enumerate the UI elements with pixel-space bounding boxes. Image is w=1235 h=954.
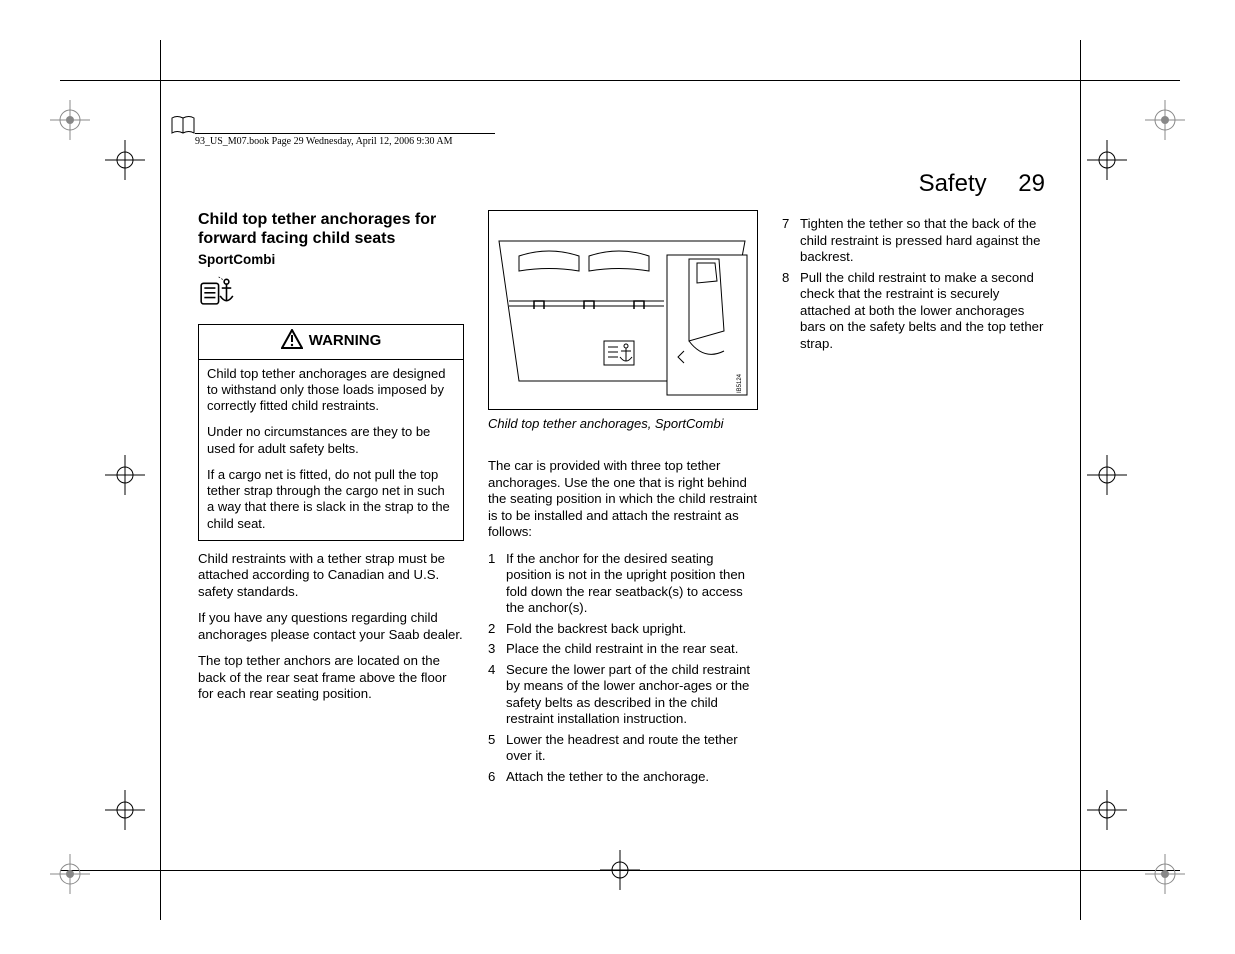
registration-mark-icon (105, 790, 145, 830)
warning-paragraph: Under no circumstances are they to be us… (207, 424, 455, 457)
step-item: If the anchor for the desired seating po… (488, 551, 758, 617)
column-2: IB5124 Child top tether anchorages, Spor… (488, 210, 758, 789)
anchor-icon (198, 275, 464, 314)
body-paragraph: If you have any questions regarding chil… (198, 610, 464, 643)
warning-paragraph: Child top tether anchorages are designed… (207, 366, 455, 415)
registration-mark-icon (1087, 790, 1127, 830)
chapter-heading: Safety 29 (919, 170, 1045, 198)
step-item: Pull the child restraint to make a secon… (782, 270, 1048, 353)
step-item: Place the child restraint in the rear se… (488, 641, 758, 658)
step-list: If the anchor for the desired seating po… (488, 551, 758, 786)
step-item: Attach the tether to the anchorage. (488, 769, 758, 786)
crop-line (60, 80, 1180, 81)
manual-page: 93_US_M07.book Page 29 Wednesday, April … (0, 0, 1235, 954)
crop-line (160, 40, 161, 920)
running-header: 93_US_M07.book Page 29 Wednesday, April … (195, 133, 495, 147)
warning-box: WARNING Child top tether anchorages are … (198, 324, 464, 541)
registration-mark-icon (600, 850, 640, 890)
registration-mark-icon (105, 455, 145, 495)
registration-mark-icon (105, 140, 145, 180)
step-list-continued: Tighten the tether so that the back of t… (782, 216, 1048, 352)
book-icon (170, 115, 196, 142)
chapter-name: Safety (919, 170, 987, 197)
registration-mark-icon (1087, 455, 1127, 495)
registration-mark-icon (1087, 140, 1127, 180)
registration-mark-icon (1145, 100, 1185, 140)
svg-text:IB5124: IB5124 (737, 373, 743, 393)
column-1: Child top tether anchorages for forward … (198, 210, 464, 789)
warning-paragraph: If a cargo net is fitted, do not pull th… (207, 467, 455, 532)
registration-mark-icon (50, 100, 90, 140)
section-heading: Child top tether anchorages for forward … (198, 210, 464, 248)
figure-caption: Child top tether anchorages, SportCombi (488, 416, 758, 432)
warning-label: WARNING (309, 332, 382, 351)
registration-mark-icon (50, 854, 90, 894)
warning-heading: WARNING (199, 325, 463, 360)
step-item: Secure the lower part of the child restr… (488, 662, 758, 728)
body-paragraph: The top tether anchors are located on th… (198, 653, 464, 703)
step-item: Tighten the tether so that the back of t… (782, 216, 1048, 266)
body-paragraph: The car is provided with three top tethe… (488, 458, 758, 541)
step-item: Fold the backrest back upright. (488, 621, 758, 638)
section-subheading: SportCombi (198, 252, 464, 269)
warning-triangle-icon (281, 329, 303, 355)
body-paragraph: Child restraints with a tether strap mus… (198, 551, 464, 601)
registration-mark-icon (1145, 854, 1185, 894)
column-3: Tighten the tether so that the back of t… (782, 210, 1048, 789)
figure-illustration: IB5124 (488, 210, 758, 410)
page-number: 29 (1018, 170, 1045, 197)
warning-body: Child top tether anchorages are designed… (199, 360, 463, 540)
content-area: Child top tether anchorages for forward … (198, 210, 1048, 789)
step-item: Lower the headrest and route the tether … (488, 732, 758, 765)
crop-line (1080, 40, 1081, 920)
